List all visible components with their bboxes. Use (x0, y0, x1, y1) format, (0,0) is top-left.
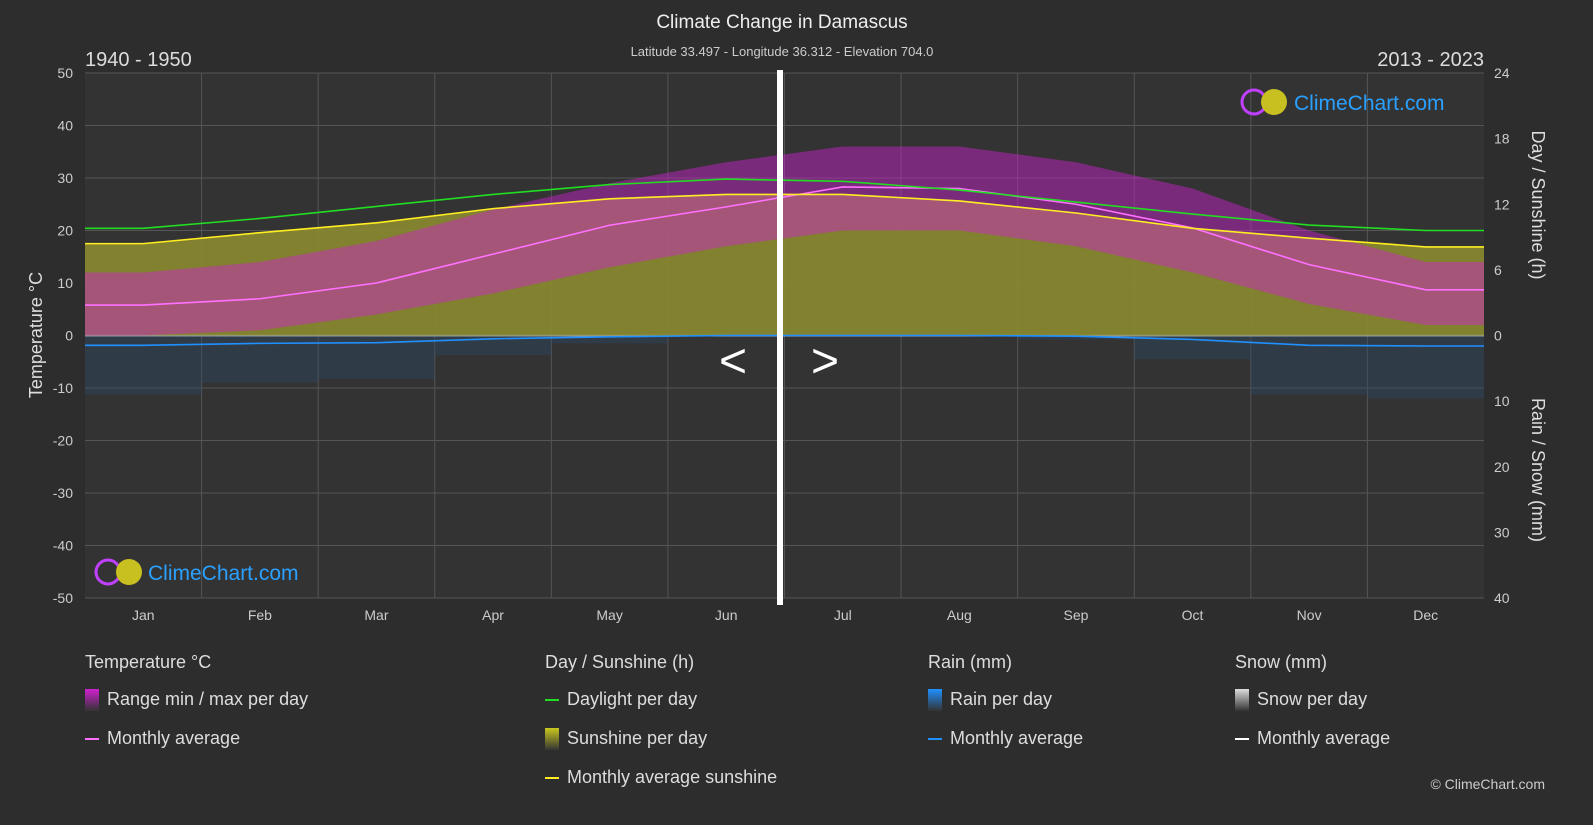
legend-line-icon (928, 738, 942, 740)
y-tick-left: -30 (53, 485, 73, 501)
chart-title: Climate Change in Damascus (656, 12, 907, 33)
legend-heading: Snow (mm) (1235, 652, 1328, 672)
legend-swatch-icon (928, 689, 942, 711)
watermark-bottom: ClimeChart.com (148, 562, 299, 585)
legend-group: Temperature °C Range min / max per day Mon… (85, 652, 308, 767)
lines (85, 178, 1484, 347)
ticks: 50 40 30 20 10 0 -10 -20 -30 -40 -50 24 18 12 6 0 10 20 30… (53, 65, 1510, 623)
y-tick-left: -20 (53, 433, 73, 449)
y-tick-left: 0 (65, 328, 73, 344)
copyright: © ClimeChart.com (1430, 776, 1545, 792)
legend-heading: Temperature °C (85, 652, 212, 672)
y-axis-label-right-bottom: Rain / Snow (mm) (1528, 398, 1548, 542)
bands (85, 146, 1484, 399)
sunshine-avg-line (85, 193, 1484, 248)
period-right: 2013 - 2023 (1377, 49, 1484, 71)
x-tick-label: Sep (1063, 607, 1088, 623)
period-divider-handle[interactable] (777, 70, 783, 605)
legend-label: Rain per day (950, 689, 1053, 709)
temperature-range-band (85, 146, 1484, 336)
legend-item: Monthly average (1235, 728, 1390, 767)
period-left: 1940 - 1950 (85, 49, 192, 71)
watermark-top: ClimeChart.com (1294, 92, 1445, 115)
legend-item: Daylight per day (545, 689, 777, 728)
legend-group: Snow (mm) Snow per day Monthly average (1235, 652, 1390, 767)
next-button[interactable]: > (811, 335, 839, 388)
legend-label: Monthly average (950, 728, 1084, 748)
logo-bottom: ClimeChart.com (94, 558, 299, 586)
x-tick-label: Jul (834, 607, 852, 623)
legend-group: Rain (mm) Rain per day Monthly average (928, 652, 1083, 767)
x-tick-label: Aug (947, 607, 972, 623)
x-tick-label: Oct (1182, 607, 1204, 623)
legend-line-icon (1235, 738, 1249, 740)
legend-heading: Day / Sunshine (h) (545, 652, 695, 672)
legend-label: Monthly average (1257, 728, 1391, 748)
temperature-avg-line (85, 186, 1484, 306)
legend-item: Monthly average sunshine (545, 767, 777, 806)
y-tick-left: 50 (57, 65, 73, 81)
logo-sun-icon (116, 559, 142, 585)
rain-bar (1250, 335, 1368, 395)
y-tick-left: 20 (57, 223, 73, 239)
chart-subtitle: Latitude 33.497 - Longitude 36.312 - Ele… (631, 44, 934, 59)
legend-label: Monthly average sunshine (567, 767, 778, 787)
y-tick-left: -10 (53, 380, 73, 396)
legend-label: Monthly average (107, 728, 241, 748)
legend-line-icon (545, 777, 559, 779)
x-tick-label: Jan (132, 607, 155, 623)
legend-item: Sunshine per day (545, 728, 777, 767)
rain-bar (1367, 335, 1484, 399)
legend-line-icon (545, 699, 559, 701)
legend-item: Snow per day (1235, 689, 1390, 728)
y-tick-right-sun: 24 (1494, 65, 1510, 81)
y-axis-label-right-top: Day / Sunshine (h) (1528, 130, 1548, 279)
legend-swatch-icon (1235, 689, 1249, 711)
x-tick-label: Jun (715, 607, 738, 623)
x-tick-label: Apr (482, 607, 504, 623)
logo-sun-icon (1261, 89, 1287, 115)
legend-item: Monthly average (85, 728, 308, 767)
y-tick-right-rain: 10 (1494, 393, 1510, 409)
rain-bar (1017, 335, 1135, 340)
legend-label: Sunshine per day (567, 728, 708, 748)
y-tick-right-sun: 6 (1494, 262, 1502, 278)
y-tick-right-rain: 20 (1494, 459, 1510, 475)
x-tick-label: Feb (248, 607, 272, 623)
legend-swatch-icon (545, 728, 559, 750)
legend-label: Daylight per day (567, 689, 698, 709)
y-tick-left: 40 (57, 118, 73, 134)
legend-label: Range min / max per day (107, 689, 309, 709)
y-tick-left: -40 (53, 538, 73, 554)
legend-item: Rain per day (928, 689, 1083, 728)
legend-item: Monthly average (928, 728, 1083, 767)
legend-swatch-icon (85, 689, 99, 711)
y-tick-left: -50 (53, 590, 73, 606)
y-tick-right-sun: 0 (1494, 328, 1502, 344)
x-tick-label: Dec (1413, 607, 1438, 623)
x-tick-label: Mar (364, 607, 388, 623)
y-tick-right-sun: 18 (1494, 131, 1510, 147)
rain-avg-line (85, 334, 1484, 347)
y-axis-label-left: Temperature °C (26, 272, 46, 398)
y-tick-left: 30 (57, 170, 73, 186)
x-tick-label: Nov (1297, 607, 1322, 623)
rain-bar (551, 335, 668, 344)
legend-heading: Rain (mm) (928, 652, 1012, 672)
daylight-line (85, 178, 1484, 232)
x-tick-label: May (596, 607, 622, 623)
logo-top: ClimeChart.com (1240, 88, 1445, 116)
y-tick-right-sun: 12 (1494, 196, 1510, 212)
y-tick-left: 10 (57, 275, 73, 291)
y-tick-right-rain: 40 (1494, 590, 1510, 606)
legend-label: Snow per day (1257, 689, 1368, 709)
legend-item: Range min / max per day (85, 689, 308, 728)
prev-button[interactable]: < (719, 335, 747, 388)
sunshine-band (85, 194, 1484, 336)
legend-group: Day / Sunshine (h) Daylight per day Sunshi… (545, 652, 777, 806)
legend-line-icon (85, 738, 99, 740)
y-tick-right-rain: 30 (1494, 524, 1510, 540)
